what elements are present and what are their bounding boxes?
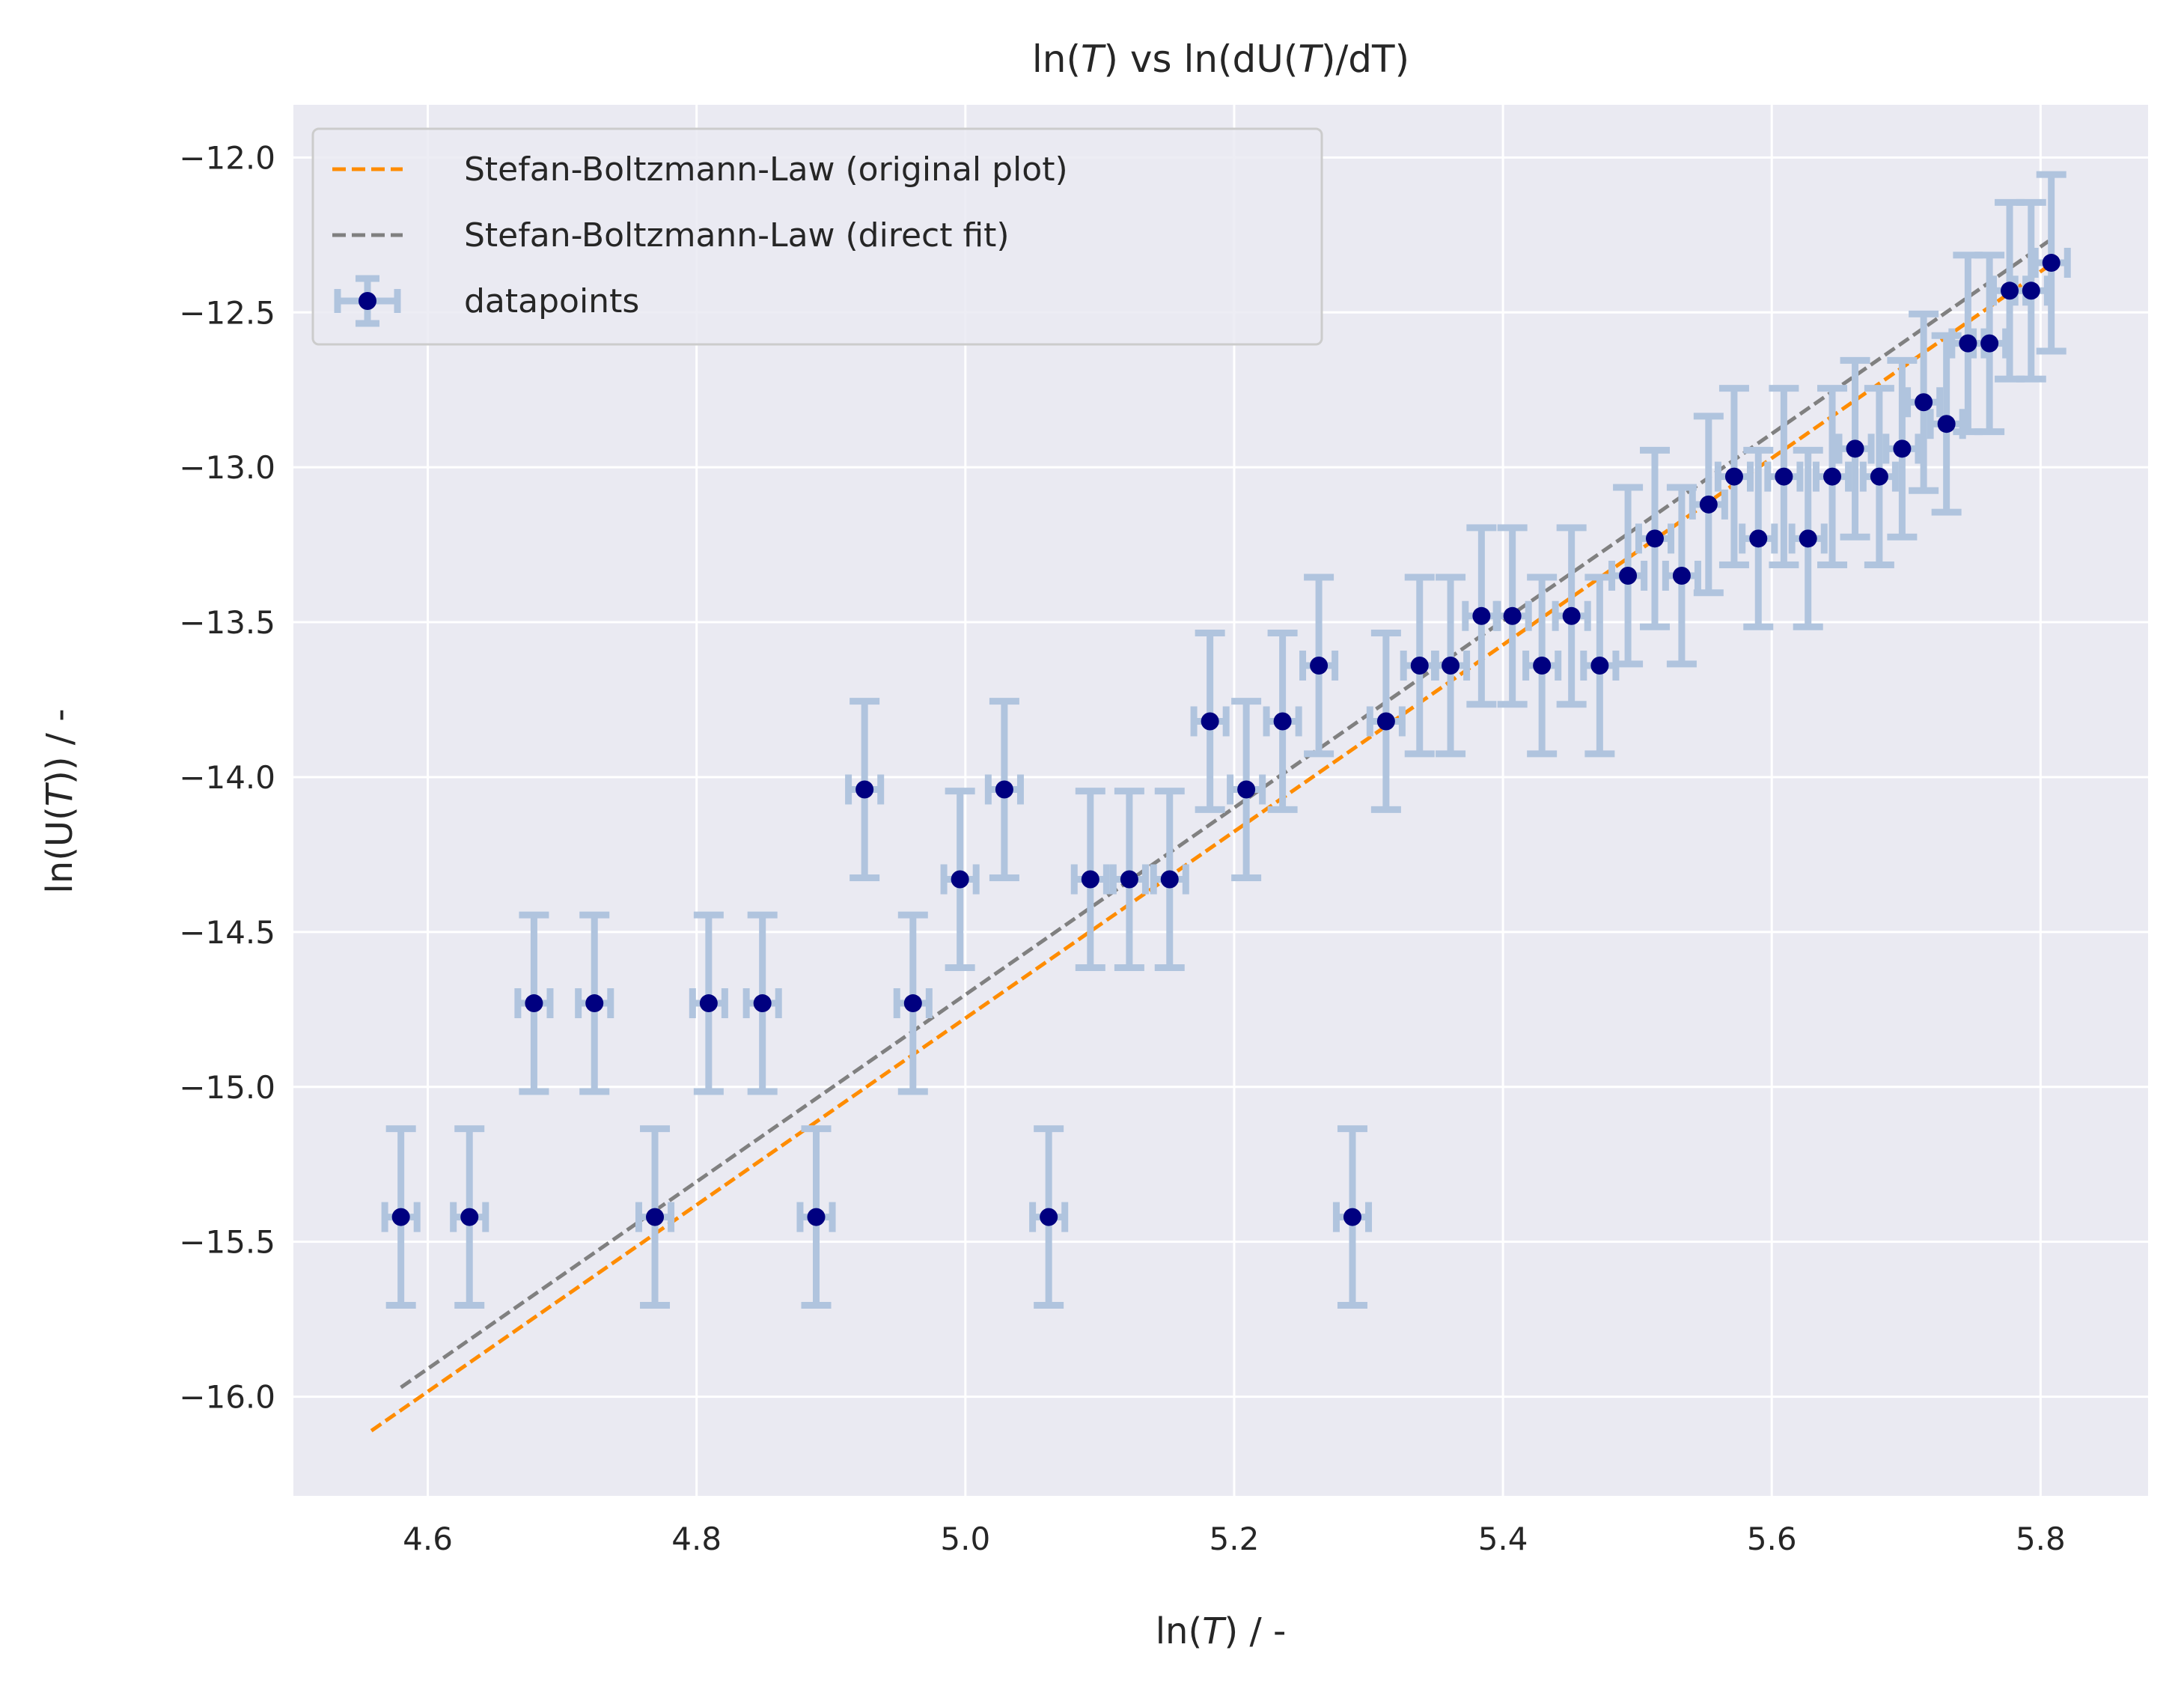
data-point xyxy=(1699,495,1718,514)
data-point xyxy=(525,994,543,1013)
data-point xyxy=(1120,870,1138,889)
fit-line-original xyxy=(370,264,2050,1433)
data-point xyxy=(807,1208,826,1226)
data-point xyxy=(585,994,604,1013)
data-point xyxy=(1201,712,1219,731)
y-axis-title: ln(U(T)) / - xyxy=(39,708,81,893)
data-point xyxy=(699,994,718,1013)
y-tick-label: −13.5 xyxy=(179,604,275,641)
data-point xyxy=(1310,656,1329,675)
data-point xyxy=(995,780,1013,799)
x-tick-label: 5.6 xyxy=(1747,1521,1797,1557)
data-point xyxy=(1893,439,1912,458)
data-point xyxy=(1160,870,1179,889)
x-tick-label: 4.8 xyxy=(671,1521,722,1557)
data-point xyxy=(2042,254,2061,273)
data-point xyxy=(1040,1208,1058,1226)
y-tick-label: −14.0 xyxy=(179,759,275,796)
fit-lines xyxy=(370,240,2050,1433)
data-point xyxy=(646,1208,665,1226)
legend-label-datapoints: datapoints xyxy=(464,282,639,320)
x-tick-labels: 4.6 4.8 5.0 5.2 5.4 5.6 5.8 xyxy=(403,1521,2066,1557)
x-tick-label: 5.0 xyxy=(940,1521,990,1557)
y-tick-label: −15.5 xyxy=(179,1224,275,1261)
data-point xyxy=(1775,467,1793,486)
data-point xyxy=(1959,334,1977,353)
data-point xyxy=(1442,656,1460,675)
data-point xyxy=(1823,467,1842,486)
legend: Stefan-Boltzmann-Law (original plot) Ste… xyxy=(311,127,1323,346)
y-tick-label: −12.0 xyxy=(179,139,275,176)
legend-label-direct: Stefan-Boltzmann-Law (direct fit) xyxy=(464,216,1010,255)
y-tick-label: −15.0 xyxy=(179,1069,275,1106)
data-point xyxy=(1799,529,1817,548)
data-point xyxy=(1749,529,1768,548)
x-tick-label: 5.2 xyxy=(1210,1521,1260,1557)
data-point xyxy=(1870,467,1888,486)
data-point xyxy=(1533,656,1552,675)
y-tick-label: −13.0 xyxy=(179,449,275,486)
data-point xyxy=(903,994,922,1013)
y-tick-label: −12.5 xyxy=(179,294,275,331)
legend-swatch-datapoints xyxy=(334,275,401,327)
data-point xyxy=(1237,780,1256,799)
legend-point xyxy=(359,292,376,310)
data-point xyxy=(1937,415,1956,433)
data-point xyxy=(1562,606,1581,625)
data-point xyxy=(2022,281,2040,300)
legend-label-original: Stefan-Boltzmann-Law (original plot) xyxy=(464,150,1068,189)
data-point xyxy=(1846,439,1864,458)
x-axis-title: ln(T) / - xyxy=(1156,1610,1287,1652)
data-point xyxy=(1081,870,1099,889)
data-point xyxy=(1472,606,1491,625)
grid xyxy=(293,105,2148,1496)
x-tick-label: 5.4 xyxy=(1478,1521,1528,1557)
data-point xyxy=(2001,281,2019,300)
data-point xyxy=(753,994,772,1013)
data-point xyxy=(1410,656,1429,675)
data-point xyxy=(951,870,969,889)
data-point xyxy=(391,1208,410,1226)
data-point xyxy=(1724,467,1743,486)
y-tick-labels: −16.0 −15.5 −15.0 −14.5 −14.0 −13.5 −13.0 −12.5… xyxy=(179,139,275,1415)
x-tick-label: 4.6 xyxy=(403,1521,453,1557)
data-point xyxy=(1376,712,1395,731)
data-point xyxy=(1619,566,1638,585)
fit-line-direct xyxy=(400,240,2050,1390)
x-tick-label: 5.8 xyxy=(2016,1521,2066,1557)
chart-title: ln(T) vs ln(dU(T)/dT) xyxy=(1032,37,1409,81)
data-point xyxy=(855,780,874,799)
data-point xyxy=(1273,712,1292,731)
legend-box xyxy=(311,127,1323,346)
data-point xyxy=(1503,606,1522,625)
data-point xyxy=(1672,566,1691,585)
data-points xyxy=(391,254,2061,1226)
error-bar xyxy=(2031,171,2071,355)
data-point xyxy=(1980,334,1999,353)
data-point xyxy=(1343,1208,1361,1226)
data-point xyxy=(1645,529,1664,548)
data-point xyxy=(1915,393,1933,412)
y-tick-label: −16.0 xyxy=(179,1379,275,1416)
data-point xyxy=(1590,656,1609,675)
data-point xyxy=(460,1208,479,1226)
y-tick-label: −14.5 xyxy=(179,914,275,951)
